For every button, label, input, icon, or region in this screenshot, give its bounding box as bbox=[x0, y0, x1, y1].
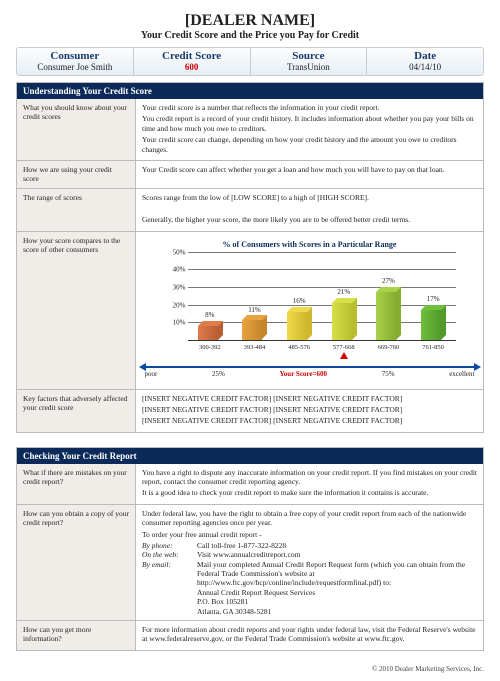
row-body: Scores range from the low of [LOW SCORE]… bbox=[135, 189, 483, 231]
header-label: Consumer bbox=[17, 50, 133, 62]
scale-right: excellent bbox=[449, 370, 474, 379]
row-label: What you should know about your credit s… bbox=[17, 99, 135, 160]
text: It is a good idea to check your credit r… bbox=[142, 488, 477, 497]
bar: 8% bbox=[194, 326, 226, 340]
text: Under federal law, you have the right to… bbox=[142, 509, 477, 528]
header-value: 600 bbox=[134, 62, 250, 72]
row-label: How can you obtain a copy of your credit… bbox=[17, 505, 135, 620]
header-cell: ConsumerConsumer Joe Smith bbox=[17, 48, 134, 75]
text: [INSERT NEGATIVE CREDIT FACTOR] [INSERT … bbox=[142, 394, 477, 403]
row-body: Your Credit score can affect whether you… bbox=[135, 161, 483, 188]
row-obtain-copy: How can you obtain a copy of your credit… bbox=[17, 504, 483, 620]
section-checking: Checking Your Credit Report What if ther… bbox=[16, 447, 484, 651]
row-label: Key factors that adversely affected your… bbox=[17, 390, 135, 432]
scale-left: poor bbox=[145, 370, 158, 379]
header-cell: Credit Score600 bbox=[134, 48, 251, 75]
text: You credit report is a record of your cr… bbox=[142, 114, 477, 133]
table-row: The range of scores Scores range from the… bbox=[17, 188, 483, 231]
header-value: 04/14/10 bbox=[367, 62, 483, 72]
bar: 17% bbox=[417, 310, 449, 340]
x-label: 300-392 bbox=[194, 344, 226, 352]
header-cell: SourceTransUnion bbox=[251, 48, 368, 75]
table-row: How we are using your credit score Your C… bbox=[17, 160, 483, 188]
text: Mail your completed Annual Credit Report… bbox=[197, 560, 477, 588]
copyright: © 2010 Dealer Marketing Services, Inc. bbox=[16, 665, 484, 673]
row-body: You have a right to dispute any inaccura… bbox=[135, 464, 483, 504]
bar: 16% bbox=[283, 312, 315, 340]
row-body: % of Consumers with Scores in a Particul… bbox=[135, 232, 483, 389]
row-body: Under federal law, you have the right to… bbox=[135, 505, 483, 620]
header-label: Date bbox=[367, 50, 483, 62]
row-label: The range of scores bbox=[17, 189, 135, 231]
text: P.O. Box 105281 bbox=[197, 597, 477, 606]
text: Generally, the higher your score, the mo… bbox=[142, 215, 477, 224]
text: You have a right to dispute any inaccura… bbox=[142, 468, 477, 487]
chart-title: % of Consumers with Scores in a Particul… bbox=[142, 240, 477, 250]
header-value: Consumer Joe Smith bbox=[17, 62, 133, 72]
header-cell: Date04/14/10 bbox=[367, 48, 483, 75]
contact-web: On the web: Visit www.annualcreditreport… bbox=[142, 550, 477, 559]
row-label: What if there are mistakes on your credi… bbox=[17, 464, 135, 504]
bar: 21% bbox=[328, 303, 360, 340]
value: Visit www.annualcreditreport.com bbox=[197, 550, 300, 559]
value: Call toll-free 1-877-322-8228 bbox=[197, 541, 286, 550]
text bbox=[142, 204, 477, 213]
scale-25: 25% bbox=[212, 370, 225, 379]
row-chart: How your score compares to the score of … bbox=[17, 231, 483, 389]
header-value: TransUnion bbox=[251, 62, 367, 72]
scale-75: 75% bbox=[382, 370, 395, 379]
header-label: Credit Score bbox=[134, 50, 250, 62]
header-label: Source bbox=[251, 50, 367, 62]
section-head: Understanding Your Credit Score bbox=[17, 83, 483, 99]
row-body: For more information about credit report… bbox=[135, 621, 483, 650]
text: [INSERT NEGATIVE CREDIT FACTOR] [INSERT … bbox=[142, 416, 477, 425]
scale-arrow bbox=[145, 366, 475, 368]
table-row: What you should know about your credit s… bbox=[17, 99, 483, 160]
row-body: [INSERT NEGATIVE CREDIT FACTOR] [INSERT … bbox=[135, 390, 483, 432]
page-subtitle: Your Credit Score and the Price you Pay … bbox=[16, 30, 484, 41]
x-label: 761-850 bbox=[417, 344, 449, 352]
summary-header: ConsumerConsumer Joe SmithCredit Score60… bbox=[16, 47, 484, 76]
text: [INSERT NEGATIVE CREDIT FACTOR] [INSERT … bbox=[142, 405, 477, 414]
section-head: Checking Your Credit Report bbox=[17, 448, 483, 464]
text: Your credit score is a number that refle… bbox=[142, 103, 477, 112]
label: By email: bbox=[142, 560, 197, 616]
row-label: How your score compares to the score of … bbox=[17, 232, 135, 389]
x-label: 393-484 bbox=[238, 344, 270, 352]
x-label: 485-576 bbox=[283, 344, 315, 352]
text: Annual Credit Report Request Services bbox=[197, 588, 477, 597]
row-more-info: How can you get more information? For mo… bbox=[17, 620, 483, 650]
row-label: How we are using your credit score bbox=[17, 161, 135, 188]
row-body: Your credit score is a number that refle… bbox=[135, 99, 483, 160]
bar: 27% bbox=[372, 292, 404, 340]
text: To order your free annual credit report … bbox=[142, 530, 477, 539]
bar-chart: 10%20%30%40%50%8%11%16%21%27%17% 300-392… bbox=[160, 252, 460, 362]
scale-mid: Your Score=600 bbox=[280, 370, 327, 379]
page-title: [DEALER NAME] bbox=[16, 12, 484, 30]
row-label: How can you get more information? bbox=[17, 621, 135, 650]
text: Your credit score can change, depending … bbox=[142, 135, 477, 154]
row-factors: Key factors that adversely affected your… bbox=[17, 389, 483, 432]
scale-labels: poor 25% Your Score=600 75% excellent bbox=[145, 370, 475, 379]
label: By phone: bbox=[142, 541, 197, 550]
label: On the web: bbox=[142, 550, 197, 559]
x-label: 669-760 bbox=[372, 344, 404, 352]
section-understanding: Understanding Your Credit Score What you… bbox=[16, 82, 484, 433]
bar: 11% bbox=[238, 320, 270, 339]
table-row: What if there are mistakes on your credi… bbox=[17, 464, 483, 504]
score-marker-icon bbox=[340, 352, 348, 359]
text: Scores range from the low of [LOW SCORE]… bbox=[142, 193, 477, 202]
contact-mail: By email: Mail your completed Annual Cre… bbox=[142, 560, 477, 616]
contact-phone: By phone: Call toll-free 1-877-322-8228 bbox=[142, 541, 477, 550]
text: Your Credit score can affect whether you… bbox=[142, 165, 477, 174]
value: Mail your completed Annual Credit Report… bbox=[197, 560, 477, 616]
x-label: 577-668 bbox=[328, 344, 360, 352]
text: For more information about credit report… bbox=[142, 625, 477, 644]
text: Atlanta, GA 30348-5281 bbox=[197, 607, 477, 616]
